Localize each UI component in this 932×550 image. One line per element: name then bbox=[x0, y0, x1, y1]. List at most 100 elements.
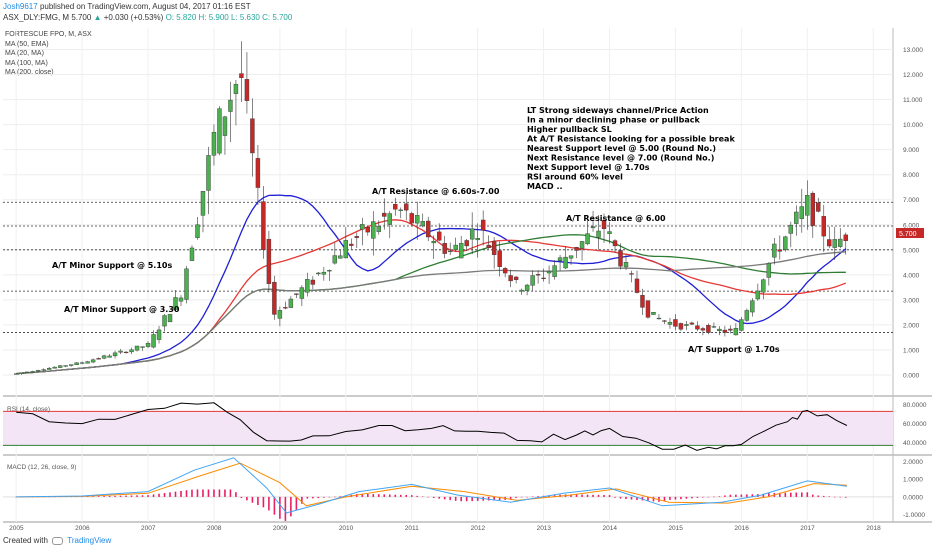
price-tick-label: 4.000 bbox=[903, 272, 920, 279]
candle-body bbox=[673, 319, 678, 327]
note-6: Next Resistance level @ 7.00 (Round No.) bbox=[527, 154, 714, 163]
legend-ma-20[interactable]: MA (20, MA) bbox=[5, 50, 44, 58]
note-2: In a minor declining phase or pullback bbox=[527, 116, 700, 125]
macd-histogram-bar bbox=[608, 495, 611, 497]
candle-body bbox=[107, 355, 112, 358]
macd-histogram-bar bbox=[729, 494, 732, 497]
macd-line bbox=[16, 457, 847, 514]
macd-histogram-bar bbox=[603, 495, 605, 497]
candle-body bbox=[689, 322, 695, 325]
candle-body bbox=[79, 362, 85, 364]
macd-histogram-bar bbox=[833, 496, 836, 498]
candle-body bbox=[382, 212, 387, 217]
macd-histogram-bar bbox=[366, 493, 369, 497]
candle-body bbox=[239, 73, 244, 78]
price-tick-label: 13.000 bbox=[903, 47, 923, 54]
candle-body bbox=[552, 265, 557, 277]
macd-histogram-bar bbox=[674, 496, 677, 500]
candle-body bbox=[739, 319, 744, 331]
price-change: +0.030 (+0.53%) bbox=[103, 13, 164, 22]
macd-histogram-bar bbox=[196, 489, 199, 497]
current-price-label: 5.700 bbox=[899, 231, 917, 238]
macd-histogram-bar bbox=[125, 495, 127, 497]
tradingview-link[interactable]: TradingView bbox=[67, 536, 112, 545]
candle-body bbox=[777, 249, 783, 252]
macd-histogram-bar bbox=[454, 496, 457, 501]
author-link[interactable]: Josh9617 bbox=[3, 2, 38, 11]
macd-histogram-bar bbox=[707, 496, 710, 498]
macd-histogram-bar bbox=[817, 495, 820, 497]
created-with-text: Created with bbox=[3, 536, 48, 545]
candle-body bbox=[327, 270, 332, 272]
macd-histogram-bar bbox=[844, 496, 847, 498]
ohlc-values: O: 5.820 H: 5.900 L: 5.630 C: 5.700 bbox=[165, 13, 293, 22]
macd-histogram-bar bbox=[680, 496, 682, 500]
macd-histogram-bar bbox=[630, 496, 633, 500]
candle-body bbox=[717, 328, 722, 332]
candle-body bbox=[13, 373, 19, 375]
macd-histogram-bar bbox=[103, 496, 105, 497]
chart-header: Josh9617 published on TradingView.com, A… bbox=[0, 0, 932, 26]
year-tick-label: 2007 bbox=[141, 525, 156, 532]
macd-histogram-bar bbox=[696, 496, 699, 498]
grid-layer bbox=[3, 28, 932, 523]
candle-body bbox=[35, 370, 41, 372]
candle-body bbox=[431, 240, 436, 244]
price-tick-label: 8.000 bbox=[903, 172, 920, 179]
legend-ma-100[interactable]: MA (100, MA) bbox=[5, 59, 48, 67]
macd-histogram-bar bbox=[130, 495, 133, 497]
macd-histogram-bar bbox=[768, 493, 770, 497]
candle-body bbox=[305, 278, 310, 293]
candle-body bbox=[178, 297, 184, 302]
macd-histogram-bar bbox=[158, 493, 160, 497]
macd-histogram-bar bbox=[597, 494, 600, 497]
candle-body bbox=[662, 320, 667, 322]
macd-histogram-bar bbox=[416, 495, 419, 497]
candle-body bbox=[535, 274, 541, 276]
candle-body bbox=[354, 236, 360, 238]
macd-histogram-bar bbox=[460, 496, 462, 502]
macd-tick-label: 0.0000 bbox=[903, 494, 923, 501]
candle-body bbox=[206, 155, 211, 191]
candle-body bbox=[733, 328, 739, 336]
year-tick-label: 2011 bbox=[405, 525, 419, 532]
candle-body bbox=[612, 240, 618, 247]
macd-histogram-bar bbox=[515, 496, 517, 498]
candle-body bbox=[816, 202, 821, 212]
macd-histogram-bar bbox=[372, 494, 375, 497]
candle-body bbox=[546, 271, 552, 274]
candle-body bbox=[821, 216, 826, 237]
macd-histogram-bar bbox=[806, 492, 809, 497]
candle-body bbox=[469, 228, 475, 240]
candle-body bbox=[371, 221, 376, 239]
price-tick-label: 5.000 bbox=[903, 247, 920, 254]
note-8: RSI around 60% level bbox=[527, 173, 623, 182]
candle-body bbox=[706, 325, 711, 333]
macd-signal-line bbox=[16, 462, 847, 507]
candle-body bbox=[277, 310, 283, 319]
candle-body bbox=[524, 284, 530, 291]
candle-body bbox=[442, 243, 447, 254]
macd-histogram-bar bbox=[284, 496, 287, 521]
macd-histogram-bar bbox=[581, 494, 583, 497]
macd-histogram-bar bbox=[388, 494, 391, 497]
legend-ma-200[interactable]: MA (200, close) bbox=[5, 69, 54, 77]
candle-body bbox=[843, 234, 848, 241]
legend-ma-50-ema[interactable]: MA (50, EMA) bbox=[5, 40, 49, 48]
macd-histogram-bar bbox=[383, 494, 386, 497]
candle-body bbox=[684, 324, 689, 326]
candle-body bbox=[651, 312, 656, 315]
candle-body bbox=[46, 367, 52, 370]
candle-body bbox=[310, 279, 316, 285]
year-tick-label: 2008 bbox=[207, 525, 222, 532]
year-tick-label: 2013 bbox=[537, 525, 552, 532]
candle-body bbox=[805, 194, 810, 216]
candle-body bbox=[57, 365, 63, 368]
candle-body bbox=[162, 315, 167, 327]
candle-body bbox=[393, 204, 398, 210]
rsi-line bbox=[16, 402, 848, 451]
candle-body bbox=[266, 238, 272, 284]
candle-body bbox=[475, 238, 480, 241]
candle-body bbox=[678, 323, 684, 330]
